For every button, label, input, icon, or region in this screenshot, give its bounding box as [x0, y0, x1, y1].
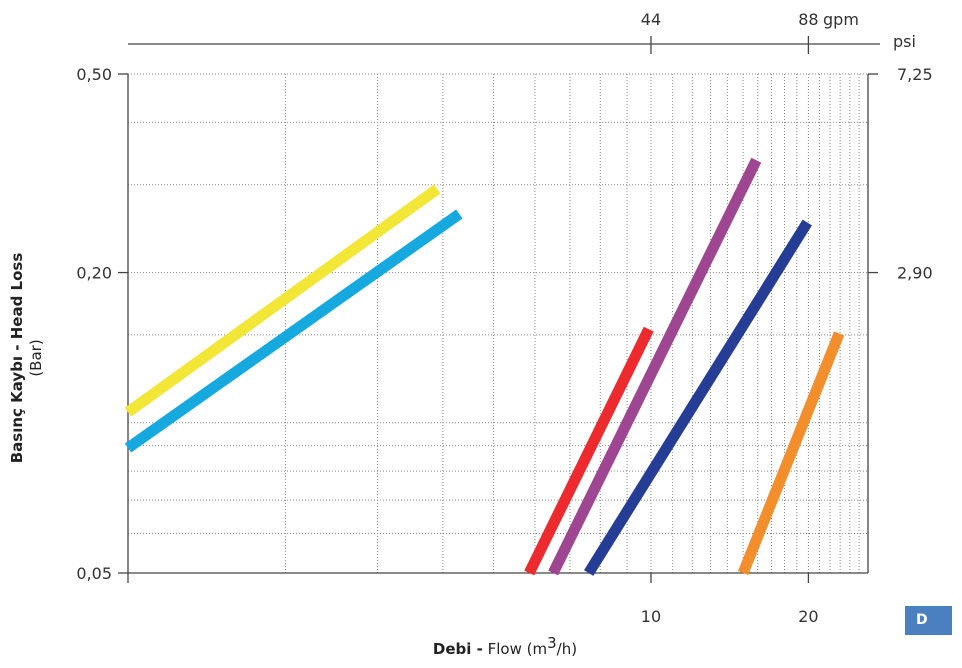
chart-axes: [118, 36, 880, 583]
x-axis-title-text: Flow (m: [483, 640, 547, 658]
right-tick-label: 7,25: [897, 65, 933, 84]
x-tick-label: 10: [641, 607, 661, 626]
chart-tick-labels: 0,05 0,20 0,50 2,90 7,25 10 20 44 88: [76, 10, 932, 626]
x-axis-title-bold: Debi -: [433, 640, 483, 658]
x-axis-title-superscript: 3: [547, 634, 557, 652]
y-tick-label: 0,50: [76, 65, 112, 84]
series-line-4: [548, 157, 762, 576]
chart-grid: [128, 73, 869, 573]
diagram-badge: D: [905, 606, 952, 635]
series-line-2: [124, 209, 463, 453]
top-axis-unit: gpm: [823, 10, 859, 29]
series-line-3: [524, 326, 654, 576]
right-tick-label: 2,90: [897, 264, 933, 283]
x-axis-title: Debi - Flow (m3/h): [433, 634, 577, 658]
series-line-1: [124, 184, 441, 417]
y-tick-label: 0,20: [76, 264, 112, 283]
y-tick-label: 0,05: [76, 564, 112, 583]
x-tick-label: 20: [798, 607, 818, 626]
series-line-5: [583, 219, 812, 576]
series-line-6: [737, 331, 845, 576]
y-axis-unit-label: (Bar): [27, 339, 45, 376]
top-tick-label: 88: [798, 10, 818, 29]
x-axis-title-end: /h): [557, 640, 577, 658]
y-axis-title: Basınç Kaybı - Head Loss: [8, 253, 26, 464]
top-tick-label: 44: [641, 10, 661, 29]
chart-series-group: [124, 157, 845, 576]
right-axis-unit: psi: [893, 32, 916, 51]
